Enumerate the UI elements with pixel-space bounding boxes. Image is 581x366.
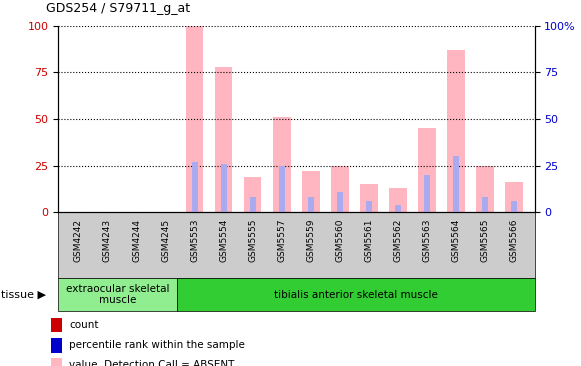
Bar [360,184,378,212]
Bar [366,201,372,212]
Bar [418,128,436,212]
Bar [221,164,227,212]
Bar [250,197,256,212]
Bar [279,165,285,212]
Bar [51,338,62,352]
Bar [58,278,177,311]
Bar [177,278,535,311]
Text: tibialis anterior skeletal muscle: tibialis anterior skeletal muscle [274,290,438,300]
Bar [308,197,314,212]
Bar [476,165,494,212]
Bar [51,358,62,366]
Bar [482,197,488,212]
Bar [186,26,203,212]
Bar [337,192,343,212]
Bar [505,182,523,212]
Bar [447,50,465,212]
Bar [215,67,232,212]
Bar [331,165,349,212]
Bar [389,188,407,212]
Text: count: count [69,320,99,330]
Text: value, Detection Call = ABSENT: value, Detection Call = ABSENT [69,361,235,366]
Bar [424,175,430,212]
Bar [244,177,261,212]
Text: GDS254 / S79711_g_at: GDS254 / S79711_g_at [46,1,191,15]
Bar [273,117,290,212]
Bar [192,162,198,212]
Text: tissue ▶: tissue ▶ [2,290,46,300]
Bar [302,171,320,212]
Text: percentile rank within the sample: percentile rank within the sample [69,340,245,350]
Bar [51,318,62,332]
Bar [511,201,517,212]
Text: extraocular skeletal
muscle: extraocular skeletal muscle [66,284,170,306]
Bar [395,205,401,212]
Bar [453,156,459,212]
